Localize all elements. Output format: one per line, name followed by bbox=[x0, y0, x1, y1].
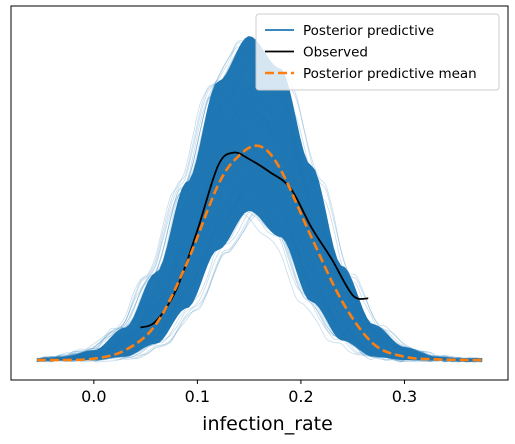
posterior-predictive-sample-line bbox=[36, 113, 483, 362]
posterior-predictive-sample-line bbox=[36, 94, 483, 362]
posterior-predictive-sample-line bbox=[36, 108, 483, 363]
posterior-predictive-sample-line bbox=[36, 169, 483, 362]
legend: Posterior predictive Observed Posterior pr… bbox=[255, 13, 500, 91]
posterior-predictive-sample-line bbox=[36, 120, 483, 362]
posterior-predictive-sample-line bbox=[36, 111, 483, 363]
lines-layer bbox=[36, 144, 483, 362]
legend-entry-label: Posterior predictive bbox=[303, 23, 434, 39]
x-tick-label: 0.0 bbox=[81, 387, 106, 406]
posterior-predictive-sample-line bbox=[36, 111, 483, 363]
x-tick-label: 0.1 bbox=[185, 387, 210, 406]
x-tick-label: 0.3 bbox=[392, 387, 417, 406]
posterior-predictive-sample-line bbox=[36, 98, 483, 363]
posterior-predictive-sample-line bbox=[36, 210, 483, 363]
legend-box bbox=[255, 13, 500, 91]
posterior-predictive-sample-line bbox=[36, 110, 483, 362]
posterior-predictive-sample-line bbox=[36, 201, 483, 363]
posterior-predictive-sample-line bbox=[36, 203, 483, 362]
posterior-predictive-sample-line bbox=[36, 132, 483, 363]
posterior-predictive-sample-line bbox=[36, 191, 483, 363]
legend-entry-label: Observed bbox=[303, 45, 368, 61]
posterior-predictive-sample-line bbox=[36, 98, 483, 362]
posterior-predictive-sample-line bbox=[36, 139, 483, 362]
x-tick-label: 0.2 bbox=[288, 387, 313, 406]
posterior-predictive-sample-line bbox=[36, 139, 483, 362]
posterior-predictive-sample-line bbox=[36, 97, 483, 362]
posterior-predictive-sample-line bbox=[36, 212, 483, 362]
posterior-predictive-band bbox=[36, 36, 483, 360]
posterior-predictive-sample-line bbox=[36, 173, 483, 362]
posterior-predictive-sample-line bbox=[36, 111, 483, 363]
posterior-predictive-sample-line bbox=[36, 182, 483, 362]
legend-entry-label: Posterior predictive mean bbox=[303, 66, 477, 82]
posterior-predictive-sample-line bbox=[36, 209, 483, 363]
posterior-predictive-sample-line bbox=[36, 209, 483, 363]
x-axis-ticks: 0.0 0.1 0.2 0.3 bbox=[81, 380, 417, 406]
posterior-predictive-sample-line bbox=[36, 213, 483, 363]
posterior-predictive-sample-line bbox=[36, 184, 483, 362]
posterior-predictive-sample-line bbox=[36, 86, 483, 363]
posterior-predictive-mean-line bbox=[36, 144, 483, 362]
posterior-predictive-sample-line bbox=[36, 101, 483, 361]
x-axis-label: infection_rate bbox=[202, 413, 333, 435]
axes-frame bbox=[10, 5, 509, 381]
